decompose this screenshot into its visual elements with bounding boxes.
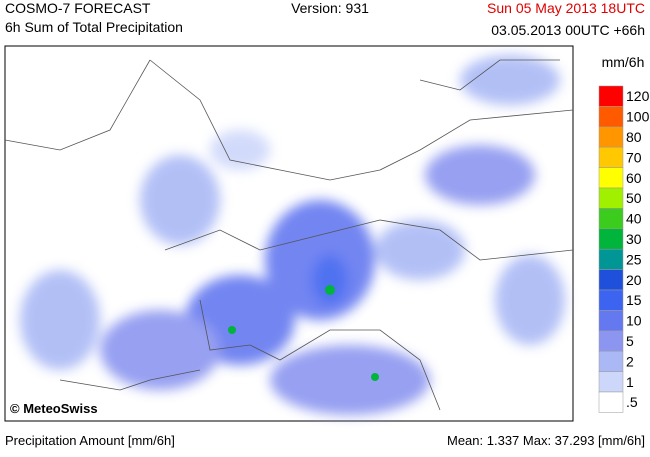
legend-label: 60	[626, 170, 642, 186]
legend-swatch	[598, 146, 624, 168]
legend-swatch	[598, 248, 624, 270]
legend-label: .5	[626, 394, 638, 410]
footer-left: Precipitation Amount [mm/6h]	[5, 433, 175, 448]
footer-right: Mean: 1.337 Max: 37.293 [mm/6h]	[447, 433, 645, 448]
legend-swatch	[598, 289, 624, 311]
legend-label: 70	[626, 149, 642, 165]
legend-label: 2	[626, 353, 634, 369]
legend-label: 120	[626, 88, 650, 104]
valid-time: Sun 05 May 2013 18UTC	[487, 0, 645, 16]
legend-swatch	[598, 167, 624, 189]
legend-label: 100	[626, 109, 650, 125]
legend-label: 80	[626, 129, 642, 145]
legend-swatch	[598, 126, 624, 148]
legend-label: 25	[626, 251, 642, 267]
legend-label: 30	[626, 231, 642, 247]
legend-label: 15	[626, 292, 642, 308]
legend-unit: mm/6h	[602, 54, 645, 70]
title: COSMO-7 FORECAST	[5, 0, 151, 16]
legend-swatch	[598, 85, 624, 107]
legend-label: 40	[626, 211, 642, 227]
subtitle: 6h Sum of Total Precipitation	[5, 19, 183, 35]
legend-swatch	[598, 208, 624, 230]
legend-label: 50	[626, 190, 642, 206]
credit: © MeteoSwiss	[10, 401, 98, 416]
legend-swatch	[598, 330, 624, 352]
legend-label: 10	[626, 313, 642, 329]
precip-field	[20, 55, 565, 415]
legend-label: 20	[626, 272, 642, 288]
version: Version: 931	[291, 0, 369, 16]
legend-swatch	[598, 106, 624, 128]
legend: 120 100 80 70 60 50 40 30 25 20 15 10 5 2 1 .5	[598, 85, 650, 413]
legend-swatch	[598, 228, 624, 250]
map: © MeteoSwiss	[4, 45, 574, 422]
legend-swatch	[598, 391, 624, 413]
legend-swatch	[598, 269, 624, 291]
borders	[4, 59, 574, 411]
legend-swatch	[598, 187, 624, 209]
legend-label: 5	[626, 333, 634, 349]
legend-swatch	[598, 371, 624, 393]
run-time: 03.05.2013 00UTC +66h	[491, 22, 645, 38]
legend-swatch	[598, 310, 624, 332]
legend-label: 1	[626, 374, 634, 390]
legend-swatch	[598, 350, 624, 372]
